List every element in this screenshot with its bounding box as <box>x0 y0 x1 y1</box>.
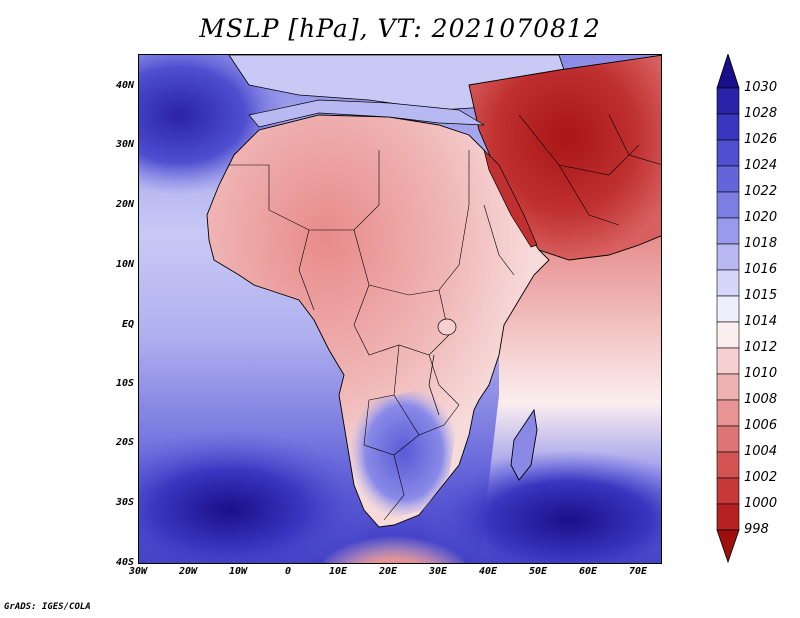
lat-label: 30S <box>115 497 134 508</box>
colorbar-level-label: 1012 <box>744 340 778 355</box>
lon-label: 20W <box>178 566 198 577</box>
lon-label: 30W <box>128 566 148 577</box>
south-atlantic-high <box>139 430 379 563</box>
cape-low <box>324 520 464 563</box>
lon-label: 10W <box>228 566 248 577</box>
colorbar-arrow-bottom <box>716 529 740 564</box>
colorbar-band <box>716 503 740 531</box>
colorbar-level-label: 1026 <box>744 132 778 147</box>
colorbar-band <box>716 243 740 271</box>
lat-label: EQ <box>121 319 134 330</box>
mascarene-high <box>419 450 661 563</box>
lon-label: 10E <box>328 566 348 577</box>
colorbar-band <box>716 399 740 427</box>
colorbar-band <box>716 425 740 453</box>
colorbar-band <box>716 451 740 479</box>
lake-victoria <box>437 318 457 336</box>
colorbar-level-label: 1018 <box>744 236 778 251</box>
lat-label: 40N <box>115 80 134 91</box>
colorbar-level-label: 1006 <box>744 418 778 433</box>
colorbar-band <box>716 477 740 505</box>
colorbar-band <box>716 373 740 401</box>
colorbar <box>716 54 740 564</box>
colorbar-level-label: 1008 <box>744 392 778 407</box>
colorbar-level-label: 1020 <box>744 210 778 225</box>
lat-label: 40S <box>115 557 134 568</box>
colorbar-band <box>716 191 740 219</box>
lat-label: 10N <box>115 259 134 270</box>
colorbar-band <box>716 139 740 167</box>
colorbar-level-label: 1015 <box>744 288 778 303</box>
grads-credit: GrADS: IGES/COLA <box>4 602 91 612</box>
colorbar-band <box>716 269 740 297</box>
lon-label: 50E <box>528 566 548 577</box>
colorbar-band <box>716 295 740 323</box>
map-svg <box>139 55 661 563</box>
colorbar-band <box>716 217 740 245</box>
colorbar-band <box>716 87 740 115</box>
lon-label: 0 <box>284 566 292 577</box>
colorbar-band <box>716 321 740 349</box>
colorbar-level-label: 1028 <box>744 106 778 121</box>
colorbar-level-label: 1002 <box>744 470 778 485</box>
madagascar <box>510 408 538 481</box>
colorbar-level-label: 1000 <box>744 496 778 511</box>
mediterranean-sea <box>248 99 485 128</box>
lat-label: 20N <box>115 199 134 210</box>
colorbar-level-label: 1022 <box>744 184 778 199</box>
lat-label: 20S <box>115 437 134 448</box>
lon-label: 60E <box>578 566 598 577</box>
chart-title: MSLP [hPa], VT: 2021070812 <box>199 14 601 43</box>
colorbar-band <box>716 347 740 375</box>
colorbar-band <box>716 113 740 141</box>
colorbar-level-label: 1024 <box>744 158 778 173</box>
country-borders <box>229 114 661 521</box>
lon-label: 20E <box>378 566 398 577</box>
red-sea <box>483 148 538 248</box>
lon-label: 40E <box>478 566 498 577</box>
rift-lakes <box>428 354 440 416</box>
lat-label: 30N <box>115 139 134 150</box>
colorbar-level-label: 998 <box>744 522 769 537</box>
colorbar-level-label: 1030 <box>744 80 778 95</box>
colorbar-arrow-top <box>716 54 740 89</box>
map-plot-area <box>138 54 662 564</box>
colorbar-level-label: 1004 <box>744 444 778 459</box>
southern-africa-field <box>349 385 459 520</box>
colorbar-level-label: 1016 <box>744 262 778 277</box>
colorbar-level-label: 1010 <box>744 366 778 381</box>
lat-label: 10S <box>115 378 134 389</box>
colorbar-level-label: 1014 <box>744 314 778 329</box>
lon-label: 70E <box>628 566 648 577</box>
lon-label: 30E <box>428 566 448 577</box>
colorbar-band <box>716 165 740 193</box>
